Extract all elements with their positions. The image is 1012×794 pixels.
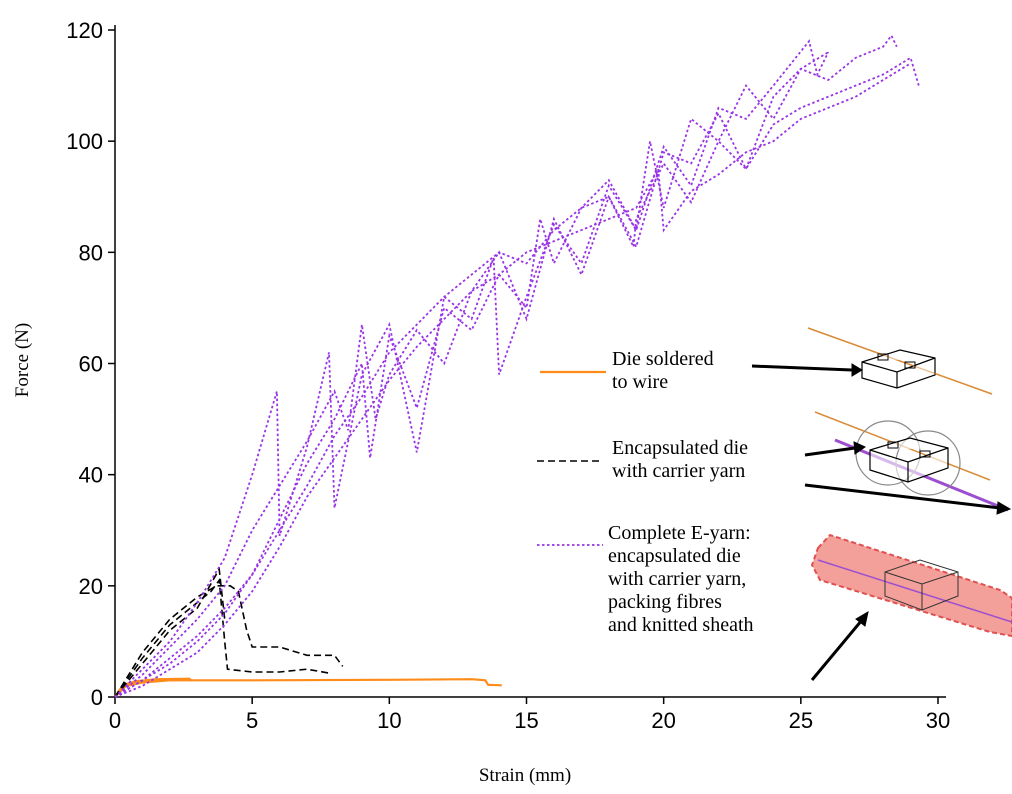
series-line	[114, 566, 226, 698]
x-axis-title: Strain (mm)	[479, 765, 571, 786]
legend-label: Complete E-yarn: encapsulated die with c…	[608, 522, 754, 636]
series-line	[114, 33, 898, 698]
series-line	[114, 678, 187, 698]
x-tick-label: 30	[926, 708, 950, 733]
y-tick-label: 40	[79, 463, 103, 488]
series-line	[114, 62, 912, 698]
x-tick-label: 10	[377, 708, 401, 733]
legend-label: Die soldered to wire	[612, 348, 714, 393]
illustrations	[751, 327, 1012, 681]
x-tick-label: 20	[651, 708, 675, 733]
y-tick-label: 0	[91, 685, 103, 710]
y-axis-title: Force (N)	[12, 323, 33, 397]
series-line	[114, 678, 502, 698]
series-line	[114, 585, 344, 698]
y-tick-label: 80	[79, 240, 103, 265]
x-tick-label: 0	[109, 708, 121, 733]
x-tick-label: 15	[514, 708, 538, 733]
series-line	[114, 51, 829, 698]
y-tick-label: 100	[66, 129, 103, 154]
y-tick-label: 60	[79, 352, 103, 377]
x-tick-label: 5	[246, 708, 258, 733]
legend-label: Encapsulated die with carrier yarn	[612, 437, 749, 482]
series-line	[114, 56, 920, 698]
x-tick-label: 25	[789, 708, 813, 733]
y-tick-label: 20	[79, 574, 103, 599]
y-tick-label: 120	[66, 18, 103, 43]
series-line	[114, 578, 330, 698]
series-line	[114, 39, 830, 698]
